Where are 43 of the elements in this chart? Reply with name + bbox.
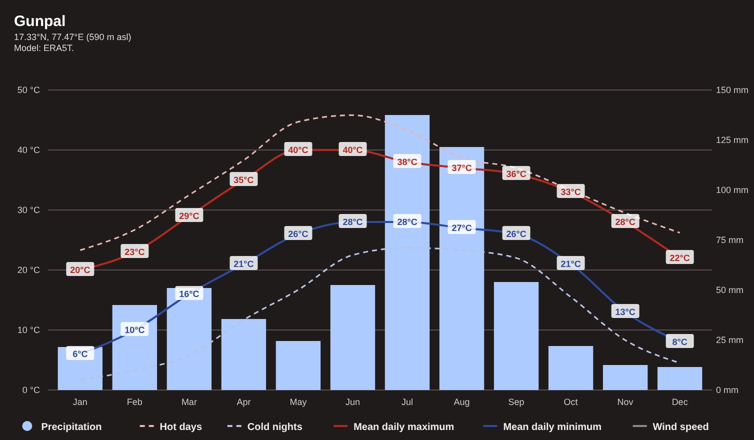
bar [602,365,648,390]
x-tick-label: Jan [72,397,88,407]
bar [221,319,266,390]
legend-label: Mean daily maximum [354,422,454,433]
y-tick-label: 40 °C [17,145,40,155]
x-tick-label: Dec [672,397,688,407]
y2-tick-label: 25 mm [716,335,744,345]
bar [276,341,321,390]
x-tick-label: Sep [508,397,524,407]
x-tick-label: Mar [181,397,197,407]
chart-title: Gunpal [14,13,66,30]
x-tick-label: Nov [617,397,634,407]
y2-tick-label: 0 mm [716,385,738,395]
y-tick-label: 20 °C [17,265,40,275]
y2-tick-label: 125 mm [716,135,749,145]
x-tick-label: Jun [345,397,360,407]
bar [330,285,376,390]
bar [166,288,212,390]
y2-tick-label: 100 mm [716,185,749,195]
bar [384,115,430,390]
bar [439,147,484,390]
legend-label: Hot days [160,422,202,433]
y2-tick-label: 75 mm [716,235,744,245]
x-tick-label: Feb [126,397,142,407]
y2-tick-label: 150 mm [716,85,749,95]
legend-label: Cold nights [247,422,303,433]
bar [494,282,539,390]
y-tick-label: 30 °C [17,205,40,215]
x-tick-label: Aug [454,397,470,407]
legend-label: Precipitation [41,422,102,433]
x-tick-label: Oct [564,397,578,407]
y-tick-label: 10 °C [17,325,40,335]
y2-tick-label: 50 mm [716,285,744,295]
x-tick-label: May [290,397,308,407]
x-tick-label: Apr [236,397,251,407]
legend-label: Wind speed [652,422,709,433]
bar [657,367,702,390]
chart-subtitle: 17.33°N, 77.47°E (590 m asl) Model: ERA5T. [14,32,132,53]
bar [548,346,594,390]
y-tick-label: 50 °C [17,85,40,95]
legend-label: Mean daily minimum [503,422,602,433]
x-tick-label: Jul [402,397,414,407]
y-tick-label: 0 °C [22,385,40,395]
